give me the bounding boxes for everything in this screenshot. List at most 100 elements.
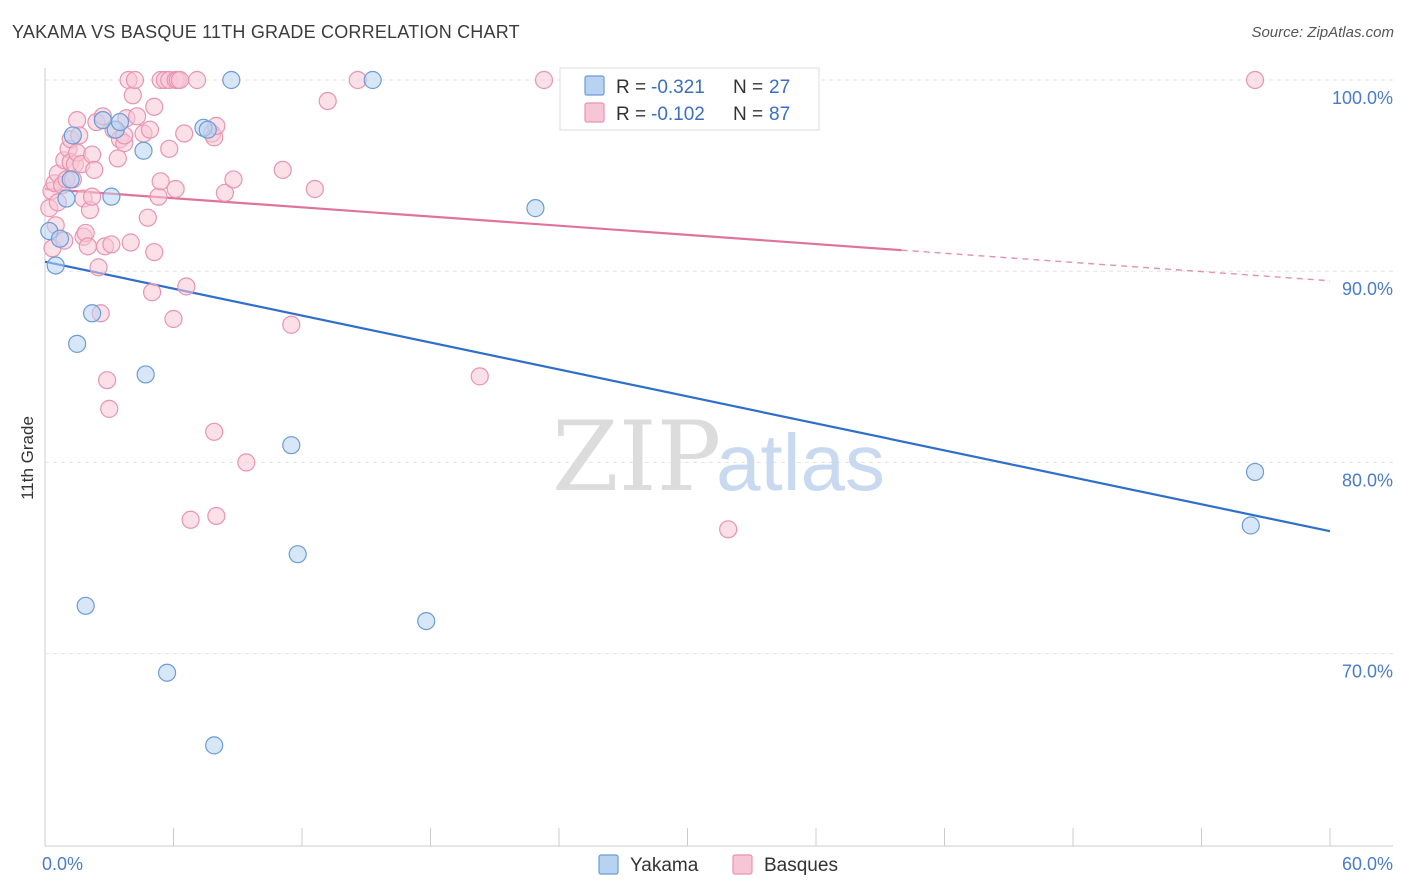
yakama-point — [526, 199, 545, 218]
yakama-point — [76, 596, 95, 615]
basques-point — [125, 70, 145, 90]
basques-point — [237, 453, 256, 472]
legend-n-value-basques: 87 — [769, 104, 790, 125]
basques-point — [1245, 70, 1265, 90]
basques-point — [145, 242, 164, 262]
axes — [44, 68, 1393, 847]
x-tick-label-min: 0.0% — [42, 854, 83, 874]
yakama-point — [157, 663, 177, 682]
yakama-point — [198, 120, 217, 139]
yakama-point — [363, 70, 382, 90]
basques-point — [85, 160, 104, 179]
basques-point — [127, 107, 147, 126]
yakama-point — [205, 736, 224, 755]
x-tick-marks — [44, 828, 1331, 846]
basques-point — [121, 233, 140, 252]
legend-r-value-yakama: -0.321 — [651, 77, 705, 98]
yakama-point — [222, 70, 241, 90]
basques-point — [145, 97, 164, 116]
basques-point — [470, 367, 489, 386]
basques-point — [305, 179, 324, 199]
yakama-point — [61, 170, 80, 189]
yakama-point — [282, 436, 301, 455]
y-tick-label: 90.0% — [1342, 279, 1393, 299]
yakama-point — [63, 126, 82, 145]
legend-swatch-yakama — [584, 75, 605, 96]
basques-point — [215, 183, 234, 202]
basques-point — [282, 315, 301, 334]
yakama-point — [57, 189, 76, 208]
basques-point — [100, 399, 119, 418]
basques-point — [181, 510, 200, 529]
legend-r-value-basques: -0.102 — [651, 104, 705, 125]
trend-lines — [44, 187, 1331, 533]
basques-point — [138, 208, 157, 227]
y-tick-label: 80.0% — [1342, 470, 1393, 490]
y-tick-labels: 100.0% 90.0% 80.0% 70.0% — [1332, 88, 1393, 682]
yakama-point — [1241, 516, 1260, 535]
basques-point — [98, 371, 117, 390]
basques-trend-line — [44, 187, 902, 252]
basques-point — [273, 160, 292, 179]
yakama-point — [134, 141, 153, 160]
series-legend-swatch-basques — [732, 854, 753, 875]
basques-point — [160, 139, 179, 158]
basques-point — [175, 124, 194, 143]
basques-trend-extension — [901, 249, 1331, 282]
basques-point — [224, 170, 243, 189]
basques-point — [142, 283, 162, 302]
basques-point — [78, 237, 97, 256]
source-label: Source: ZipAtlas.com — [1251, 24, 1394, 41]
basques-point — [149, 187, 168, 206]
basques-point — [140, 120, 160, 139]
legend-n-value-yakama: 27 — [769, 77, 790, 98]
watermark: ZIP atlas — [552, 401, 885, 513]
series-legend-label-yakama: Yakama — [630, 855, 699, 876]
legend-r-label-basques: R = — [616, 104, 646, 125]
basques-point — [177, 277, 196, 296]
yakama-point — [46, 256, 65, 275]
yakama-point — [68, 334, 87, 353]
yakama-points — [40, 70, 1265, 755]
yakama-point — [1245, 462, 1265, 482]
y-tick-label: 70.0% — [1342, 662, 1393, 682]
basques-point — [68, 111, 87, 130]
yakama-point — [288, 545, 307, 564]
basques-point — [187, 70, 207, 90]
basques-point — [318, 91, 337, 111]
correlation-legend: R = -0.321 N = 27 R = -0.102 N = 87 — [559, 67, 820, 131]
legend-swatch-basques — [584, 102, 605, 123]
x-tick-labels: 0.0% 60.0% — [42, 854, 1393, 874]
basques-point — [123, 86, 142, 105]
basques-point — [207, 506, 226, 526]
y-tick-label: 100.0% — [1332, 88, 1393, 108]
chart-title: YAKAMA VS BASQUE 11TH GRADE CORRELATION … — [12, 22, 520, 42]
x-tick-label-max: 60.0% — [1342, 854, 1393, 874]
basques-point — [534, 70, 554, 90]
yakama-trend-line — [44, 260, 1331, 533]
series-legend-swatch-yakama — [598, 854, 619, 875]
basques-point — [83, 187, 102, 206]
legend-n-label-basques: N = — [733, 104, 763, 125]
watermark-atlas: atlas — [716, 418, 885, 507]
basques-point — [83, 145, 102, 164]
yakama-point — [102, 187, 121, 206]
y-axis-title: 11th Grade — [18, 416, 37, 500]
basques-point — [205, 422, 224, 441]
grid-lines — [45, 79, 1393, 655]
basques-point — [151, 172, 170, 191]
yakama-point — [110, 112, 130, 132]
yakama-point — [417, 611, 436, 631]
legend-r-label-yakama: R = — [616, 77, 646, 98]
yakama-point — [83, 304, 102, 323]
yakama-point — [50, 229, 70, 248]
basques-point — [164, 309, 183, 329]
series-legend-label-basques: Basques — [764, 855, 838, 876]
basques-point — [170, 70, 190, 90]
basques-point — [108, 149, 127, 168]
series-legend: Yakama Basques — [598, 854, 838, 876]
yakama-point — [136, 365, 155, 384]
basques-point — [166, 179, 185, 199]
basques-point — [102, 235, 121, 254]
